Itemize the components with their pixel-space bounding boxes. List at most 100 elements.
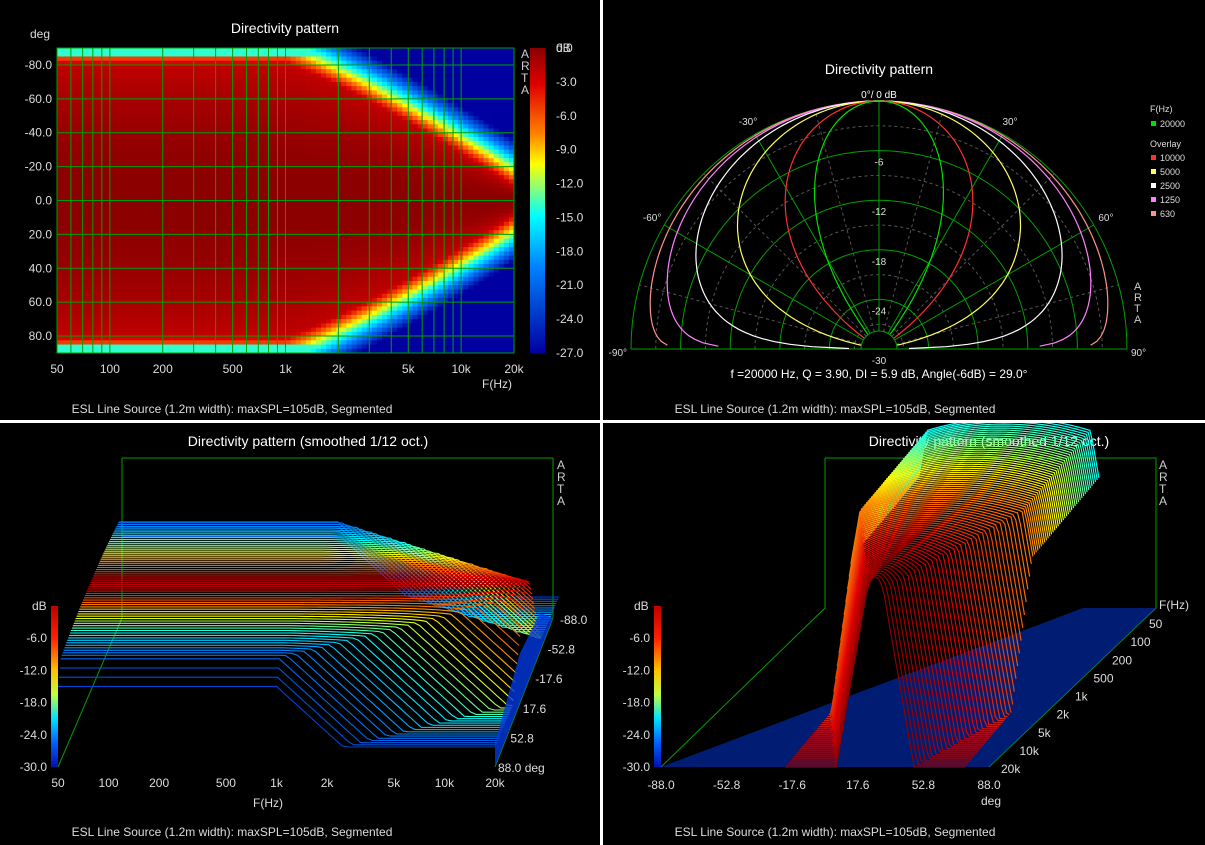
heatmap-cell bbox=[387, 158, 393, 163]
heatmap-cell bbox=[128, 145, 134, 151]
heatmap-cell bbox=[376, 251, 383, 257]
heatmap-cell bbox=[310, 319, 317, 324]
heatmap-cell bbox=[224, 331, 231, 337]
heatmap-cell bbox=[361, 217, 368, 223]
heatmap-cell bbox=[371, 64, 378, 70]
heatmap-cell bbox=[107, 302, 114, 308]
heatmap-cell bbox=[239, 247, 246, 252]
heatmap-cell bbox=[194, 187, 200, 193]
heatmap-cell bbox=[148, 204, 155, 210]
heatmap-cell bbox=[270, 293, 276, 299]
heatmap-cell bbox=[199, 149, 205, 155]
heatmap-cell bbox=[280, 255, 287, 261]
heatmap-cell bbox=[128, 319, 134, 324]
heatmap-cell bbox=[138, 344, 144, 350]
heatmap-cell bbox=[183, 255, 190, 261]
heatmap-cell bbox=[173, 183, 180, 189]
heatmap-cell bbox=[143, 192, 149, 197]
heatmap-cell bbox=[336, 162, 342, 168]
heatmap-cell bbox=[397, 128, 403, 134]
heatmap-cell bbox=[183, 289, 190, 295]
heatmap-cell bbox=[163, 98, 170, 104]
heatmap-cell bbox=[249, 115, 256, 121]
heatmap-cell bbox=[158, 94, 165, 100]
heatmap-cell bbox=[82, 289, 89, 295]
heatmap-cell bbox=[204, 234, 210, 240]
heatmap-cell bbox=[234, 128, 241, 134]
heatmap-cell bbox=[280, 238, 287, 244]
heatmap-cell bbox=[189, 81, 195, 87]
heatmap-cell bbox=[102, 115, 109, 121]
heatmap-cell bbox=[148, 175, 155, 180]
heatmap-cell bbox=[72, 183, 78, 189]
heatmap-cell bbox=[381, 204, 388, 210]
heatmap-cell bbox=[376, 69, 383, 75]
heatmap-cell bbox=[163, 285, 170, 291]
heatmap-cell bbox=[392, 272, 398, 278]
heatmap-cell bbox=[138, 247, 144, 252]
heatmap-cell bbox=[138, 251, 144, 257]
heatmap-cell bbox=[381, 153, 388, 159]
heatmap-cell bbox=[341, 217, 348, 223]
heatmap-cell bbox=[143, 132, 149, 138]
heatmap-cell bbox=[239, 204, 246, 210]
heatmap-cell bbox=[138, 77, 144, 83]
heatmap-cell bbox=[239, 213, 246, 219]
heatmap-cell bbox=[239, 234, 246, 240]
heatmap-cell bbox=[209, 64, 216, 70]
heatmap-cell bbox=[321, 344, 327, 350]
heatmap-cell bbox=[402, 56, 408, 62]
heatmap-cell bbox=[224, 348, 231, 353]
heatmap-cell bbox=[209, 285, 216, 291]
heatmap-cell bbox=[321, 213, 327, 219]
heatmap-cell bbox=[77, 69, 83, 75]
heatmap-cell bbox=[194, 238, 200, 244]
heatmap-cell bbox=[315, 81, 322, 87]
heatmap-cell bbox=[138, 217, 144, 223]
heatmap-cell bbox=[158, 196, 165, 202]
heatmap-cell bbox=[249, 94, 256, 100]
heatmap-cell bbox=[143, 314, 149, 320]
heatmap-cell bbox=[153, 145, 160, 151]
heatmap-cell bbox=[168, 272, 175, 278]
heatmap-cell bbox=[326, 327, 332, 333]
heatmap-cell bbox=[336, 111, 342, 117]
heatmap-cell bbox=[275, 69, 282, 75]
heatmap-cell bbox=[214, 200, 221, 206]
heatmap-cell bbox=[295, 175, 302, 180]
heatmap-cell bbox=[402, 103, 408, 108]
heatmap-cell bbox=[371, 310, 378, 316]
heatmap-cell bbox=[249, 153, 256, 159]
heatmap-cell bbox=[214, 302, 221, 308]
heatmap-cell bbox=[112, 217, 119, 223]
heatmap-cell bbox=[351, 196, 358, 202]
heatmap-cell bbox=[189, 230, 195, 235]
heatmap-cell bbox=[168, 90, 175, 96]
heatmap-cell bbox=[341, 192, 348, 197]
heatmap-cell bbox=[148, 293, 155, 299]
heatmap-cell bbox=[275, 77, 282, 83]
heatmap-cell bbox=[260, 162, 266, 168]
heatmap-cell bbox=[397, 73, 403, 79]
heatmap-cell bbox=[249, 221, 256, 227]
heatmap-cell bbox=[163, 115, 170, 121]
heatmap-cell bbox=[392, 48, 398, 53]
heatmap-cell bbox=[387, 153, 393, 159]
heatmap-cell bbox=[107, 64, 114, 70]
heatmap-cell bbox=[346, 56, 353, 62]
heatmap-cell bbox=[260, 64, 266, 70]
heatmap-cell bbox=[168, 310, 175, 316]
heatmap-cell bbox=[249, 323, 256, 329]
heatmap-cell bbox=[275, 208, 282, 214]
heatmap-cell bbox=[336, 153, 342, 159]
heatmap-cell bbox=[204, 331, 210, 337]
heatmap-cell bbox=[67, 115, 73, 121]
heatmap-cell bbox=[315, 175, 322, 180]
heatmap-cell bbox=[239, 340, 246, 346]
heatmap-cell bbox=[133, 276, 139, 282]
heatmap-cell bbox=[285, 56, 292, 62]
heatmap-cell bbox=[183, 259, 190, 265]
heatmap-cell bbox=[260, 204, 266, 210]
heatmap-cell bbox=[77, 107, 83, 113]
heatmap-cell bbox=[153, 204, 160, 210]
